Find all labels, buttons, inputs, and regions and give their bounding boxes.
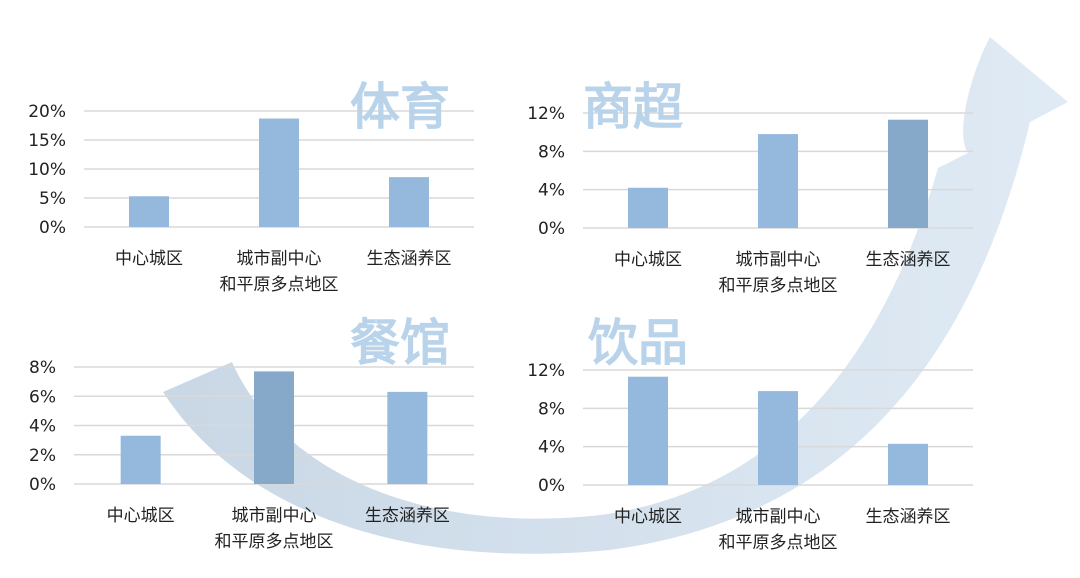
y-tick-label: 0% [538, 476, 565, 496]
x-category-label: 生态涵养区 [367, 249, 452, 269]
x-category-label: 城市副中心 [736, 250, 821, 270]
y-tick-label: 6% [29, 387, 56, 407]
bar [628, 376, 668, 485]
y-tick-label: 2% [29, 446, 56, 466]
x-category-label: 和平原多点地区 [220, 275, 339, 295]
y-tick-label: 8% [29, 358, 56, 378]
background-arrow [163, 37, 1068, 554]
y-tick-label: 5% [39, 189, 66, 209]
y-tick-label: 8% [538, 399, 565, 419]
bar [387, 391, 428, 484]
y-tick-label: 20% [28, 102, 66, 122]
x-category-label: 和平原多点地区 [215, 532, 334, 552]
x-category-label: 城市副中心 [237, 249, 322, 269]
panel-title: 体育 [350, 78, 450, 136]
y-tick-label: 4% [538, 181, 565, 201]
bar [129, 196, 169, 227]
panel-title: 餐馆 [350, 314, 450, 372]
y-tick-label: 0% [29, 475, 56, 495]
x-category-label: 中心城区 [107, 506, 175, 526]
y-tick-label: 12% [527, 104, 565, 124]
bar [888, 119, 928, 228]
y-tick-label: 4% [538, 438, 565, 458]
panel-title: 商超 [583, 78, 684, 136]
y-tick-label: 8% [538, 142, 565, 162]
y-tick-label: 0% [538, 219, 565, 239]
x-category-label: 城市副中心 [232, 506, 317, 526]
bar [389, 177, 429, 227]
bar [758, 134, 798, 228]
x-category-label: 生态涵养区 [866, 507, 951, 527]
y-tick-label: 10% [28, 160, 66, 180]
x-category-label: 中心城区 [614, 507, 682, 527]
y-tick-label: 15% [28, 131, 66, 151]
y-tick-label: 0% [39, 218, 66, 238]
y-tick-label: 12% [527, 361, 565, 381]
x-category-label: 和平原多点地区 [719, 276, 838, 296]
y-tick-label: 4% [29, 417, 56, 437]
bar [259, 118, 299, 227]
x-category-label: 城市副中心 [736, 507, 821, 527]
x-category-label: 中心城区 [115, 249, 183, 269]
x-category-label: 生态涵养区 [866, 250, 951, 270]
bar [120, 435, 161, 484]
bar [254, 371, 294, 484]
x-category-label: 和平原多点地区 [719, 533, 838, 553]
panel-title: 饮品 [588, 314, 688, 372]
bar [888, 443, 928, 485]
x-category-label: 中心城区 [614, 250, 682, 270]
bar [758, 391, 798, 485]
bar [628, 187, 668, 228]
x-category-label: 生态涵养区 [365, 506, 450, 526]
